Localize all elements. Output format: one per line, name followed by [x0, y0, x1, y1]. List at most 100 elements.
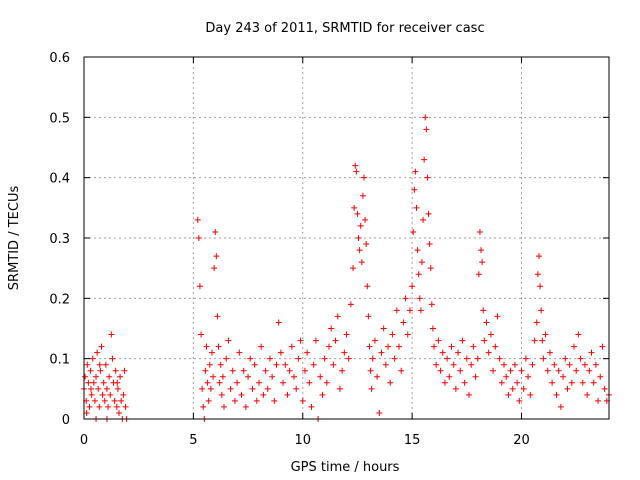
data-point	[108, 331, 115, 338]
data-point	[317, 373, 324, 380]
y-tick-label: 0.5	[49, 111, 70, 126]
data-point	[280, 379, 287, 386]
data-point	[253, 397, 260, 404]
data-point	[414, 247, 421, 254]
data-point	[114, 385, 121, 392]
y-tick-label: 0.6	[49, 51, 70, 66]
data-point	[234, 379, 241, 386]
data-point	[480, 307, 487, 314]
data-point	[202, 367, 209, 374]
data-point	[551, 361, 558, 368]
data-point	[437, 367, 444, 374]
data-point	[507, 367, 514, 374]
x-tick-label: 5	[189, 433, 197, 448]
data-point	[345, 355, 352, 362]
data-point	[336, 385, 343, 392]
data-point	[269, 373, 276, 380]
data-point	[118, 397, 125, 404]
data-point	[475, 271, 482, 278]
data-point	[487, 331, 494, 338]
data-point	[198, 331, 205, 338]
data-point	[595, 397, 602, 404]
data-point	[95, 385, 102, 392]
data-point	[549, 379, 556, 386]
data-point	[366, 343, 373, 350]
data-point	[522, 355, 529, 362]
data-point	[367, 367, 374, 374]
data-point	[533, 319, 540, 326]
data-point	[219, 373, 226, 380]
data-point	[352, 162, 359, 169]
data-point	[472, 373, 479, 380]
data-point	[262, 367, 269, 374]
data-point	[240, 367, 247, 374]
data-point	[120, 391, 127, 398]
data-point	[88, 391, 95, 398]
data-point	[411, 186, 418, 193]
data-point	[470, 343, 477, 350]
data-point	[496, 355, 503, 362]
data-point	[284, 391, 291, 398]
data-point	[304, 349, 311, 356]
data-point	[428, 301, 435, 308]
data-point	[194, 216, 201, 223]
data-point	[387, 379, 394, 386]
data-point	[406, 307, 413, 314]
data-point	[459, 337, 466, 344]
data-point	[431, 343, 437, 350]
data-point	[203, 343, 210, 350]
x-tick-label: 15	[404, 433, 421, 448]
data-point	[457, 367, 464, 374]
data-point	[87, 367, 94, 374]
data-point	[321, 355, 328, 362]
data-point	[525, 373, 532, 380]
data-point	[444, 355, 451, 362]
data-point	[516, 397, 523, 404]
data-point	[225, 337, 232, 344]
data-point	[266, 355, 273, 362]
data-point	[573, 367, 580, 374]
data-point	[420, 216, 427, 223]
data-point	[498, 379, 505, 386]
data-point	[328, 325, 335, 332]
data-point	[393, 307, 400, 314]
data-point	[476, 228, 483, 235]
data-point	[208, 349, 215, 356]
data-point	[410, 228, 417, 235]
data-point	[89, 355, 96, 362]
data-point	[260, 391, 267, 398]
data-point	[332, 337, 339, 344]
data-point	[196, 283, 203, 290]
y-axis-label: SRMTID / TECUs	[7, 186, 22, 291]
data-point	[538, 307, 545, 314]
data-point	[365, 313, 372, 320]
data-point	[461, 379, 468, 386]
data-point	[371, 337, 378, 344]
data-point	[409, 283, 416, 290]
data-point	[566, 361, 573, 368]
data-point	[529, 361, 536, 368]
data-point	[418, 259, 425, 266]
data-point	[213, 253, 220, 260]
x-tick-label: 20	[513, 433, 530, 448]
data-point	[466, 391, 472, 398]
data-point	[359, 192, 366, 199]
data-point	[247, 355, 254, 362]
x-tick-label: 0	[80, 433, 88, 448]
data-point	[308, 403, 315, 410]
data-point	[356, 247, 363, 254]
data-point	[391, 355, 398, 362]
data-point	[238, 391, 245, 398]
data-point	[341, 349, 348, 356]
data-point	[568, 379, 575, 386]
data-point	[343, 331, 350, 338]
data-point	[355, 235, 362, 241]
y-tick-label: 0.1	[49, 353, 70, 368]
data-point	[103, 385, 110, 392]
grid-lines	[84, 57, 609, 419]
data-point	[319, 391, 326, 398]
data-point	[368, 385, 375, 392]
data-point	[590, 379, 597, 386]
data-point	[361, 174, 367, 181]
data-point	[536, 253, 542, 260]
